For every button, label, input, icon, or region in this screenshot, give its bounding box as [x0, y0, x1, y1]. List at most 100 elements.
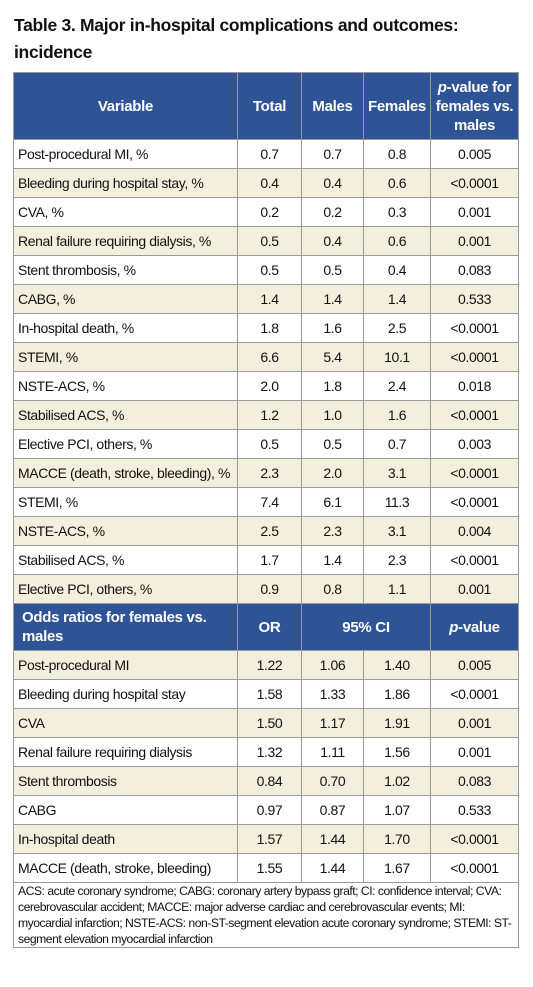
table-row: STEMI, % 6.6 5.4 10.1 <0.0001 [13, 342, 519, 372]
cell-or: 0.84 [237, 766, 302, 796]
odds-ratio-section: Post-procedural MI 1.22 1.06 1.40 0.005 Bleed… [13, 650, 519, 883]
cell-total: 0.5 [237, 255, 302, 285]
caption-line-1: Table 3. Major in-hospital complications… [14, 15, 459, 62]
cell-ci-upper: 1.86 [363, 679, 431, 709]
cell-females: 0.6 [363, 226, 431, 256]
cell-total: 1.4 [237, 284, 302, 314]
cell-females: 0.4 [363, 255, 431, 285]
cell-total: 1.8 [237, 313, 302, 343]
cell-pvalue: <0.0001 [430, 545, 519, 575]
cell-males: 0.4 [301, 226, 364, 256]
cell-total: 6.6 [237, 342, 302, 372]
header-95-ci: 95% CI [301, 603, 431, 651]
cell-pvalue: <0.0001 [430, 679, 519, 709]
cell-males: 0.2 [301, 197, 364, 227]
table-row: Stent thrombosis 0.84 0.70 1.02 0.083 [13, 766, 519, 796]
row-label: Renal failure requiring dialysis, % [13, 226, 238, 256]
cell-pvalue: 0.001 [430, 197, 519, 227]
cell-females: 0.7 [363, 429, 431, 459]
cell-total: 2.0 [237, 371, 302, 401]
cell-pvalue: 0.003 [430, 429, 519, 459]
table-row: Stent thrombosis, % 0.5 0.5 0.4 0.083 [13, 255, 519, 285]
cell-total: 0.4 [237, 168, 302, 198]
cell-pvalue: <0.0001 [430, 342, 519, 372]
table-row: Stabilised ACS, % 1.7 1.4 2.3 <0.0001 [13, 545, 519, 575]
cell-females: 1.6 [363, 400, 431, 430]
table-row: In-hospital death 1.57 1.44 1.70 <0.0001 [13, 824, 519, 854]
table-row: Elective PCI, others, % 0.9 0.8 1.1 0.001 [13, 574, 519, 604]
cell-pvalue: 0.005 [430, 650, 519, 680]
cell-or: 1.57 [237, 824, 302, 854]
table-row: NSTE-ACS, % 2.0 1.8 2.4 0.018 [13, 371, 519, 401]
cell-females: 3.1 [363, 458, 431, 488]
cell-pvalue: 0.004 [430, 516, 519, 546]
cell-pvalue: 0.533 [430, 284, 519, 314]
cell-pvalue: 0.001 [430, 708, 519, 738]
row-label: Post-procedural MI [13, 650, 238, 680]
cell-pvalue: <0.0001 [430, 824, 519, 854]
cell-total: 0.2 [237, 197, 302, 227]
cell-ci-upper: 1.56 [363, 737, 431, 767]
cell-pvalue: 0.001 [430, 226, 519, 256]
row-label: CABG [13, 795, 238, 825]
cell-males: 0.5 [301, 429, 364, 459]
header-row-incidence: Variable Total Males Females p-value for… [13, 72, 519, 140]
cell-or: 0.97 [237, 795, 302, 825]
header-pvalue-females-vs-males: p-value for females vs. males [430, 72, 519, 140]
cell-total: 0.5 [237, 429, 302, 459]
table-row: CABG, % 1.4 1.4 1.4 0.533 [13, 284, 519, 314]
cell-pvalue: 0.533 [430, 795, 519, 825]
table-row: Renal failure requiring dialysis, % 0.5 0.… [13, 226, 519, 256]
cell-ci-lower: 1.17 [301, 708, 364, 738]
table-row: Stabilised ACS, % 1.2 1.0 1.6 <0.0001 [13, 400, 519, 430]
row-label: Stabilised ACS, % [13, 400, 238, 430]
row-label: STEMI, % [13, 342, 238, 372]
cell-males: 2.3 [301, 516, 364, 546]
cell-pvalue: <0.0001 [430, 168, 519, 198]
cell-males: 1.8 [301, 371, 364, 401]
header-total: Total [237, 72, 302, 140]
row-label: CVA [13, 708, 238, 738]
row-label: CVA, % [13, 197, 238, 227]
cell-ci-upper: 1.91 [363, 708, 431, 738]
header-variable: Variable [13, 72, 238, 140]
cell-ci-lower: 0.70 [301, 766, 364, 796]
cell-males: 1.4 [301, 545, 364, 575]
table-row: Elective PCI, others, % 0.5 0.5 0.7 0.003 [13, 429, 519, 459]
cell-males: 1.4 [301, 284, 364, 314]
header-row-odds-ratios: Odds ratios for females vs. males OR 95%… [13, 603, 519, 651]
cell-females: 2.4 [363, 371, 431, 401]
cell-ci-lower: 1.11 [301, 737, 364, 767]
cell-males: 0.5 [301, 255, 364, 285]
outcomes-table: Variable Total Males Females p-value for… [13, 72, 519, 948]
row-label: In-hospital death, % [13, 313, 238, 343]
table-row: Bleeding during hospital stay, % 0.4 0.4 0.… [13, 168, 519, 198]
cell-total: 1.2 [237, 400, 302, 430]
row-label: Stabilised ACS, % [13, 545, 238, 575]
cell-or: 1.55 [237, 853, 302, 883]
table-row: NSTE-ACS, % 2.5 2.3 3.1 0.004 [13, 516, 519, 546]
row-label: Elective PCI, others, % [13, 429, 238, 459]
cell-ci-upper: 1.70 [363, 824, 431, 854]
row-label: Bleeding during hospital stay [13, 679, 238, 709]
cell-pvalue: <0.0001 [430, 853, 519, 883]
abbreviations-footnote: ACS: acute coronary syndrome; CABG: coro… [13, 882, 519, 948]
cell-ci-upper: 1.02 [363, 766, 431, 796]
cell-total: 0.5 [237, 226, 302, 256]
table-row: CABG 0.97 0.87 1.07 0.533 [13, 795, 519, 825]
cell-pvalue: 0.018 [430, 371, 519, 401]
cell-pvalue: 0.083 [430, 255, 519, 285]
cell-females: 0.3 [363, 197, 431, 227]
cell-males: 0.8 [301, 574, 364, 604]
row-label: Stent thrombosis [13, 766, 238, 796]
cell-pvalue: 0.083 [430, 766, 519, 796]
header-or: OR [237, 603, 302, 651]
cell-or: 1.50 [237, 708, 302, 738]
cell-total: 2.5 [237, 516, 302, 546]
incidence-section: Post-procedural MI, % 0.7 0.7 0.8 0.005 Bleed… [13, 139, 519, 604]
table-row: Post-procedural MI, % 0.7 0.7 0.8 0.005 [13, 139, 519, 169]
header-males: Males [301, 72, 364, 140]
cell-ci-lower: 1.44 [301, 853, 364, 883]
header-pvalue-rest: -value for females vs. males [435, 78, 514, 134]
table-row: CVA, % 0.2 0.2 0.3 0.001 [13, 197, 519, 227]
